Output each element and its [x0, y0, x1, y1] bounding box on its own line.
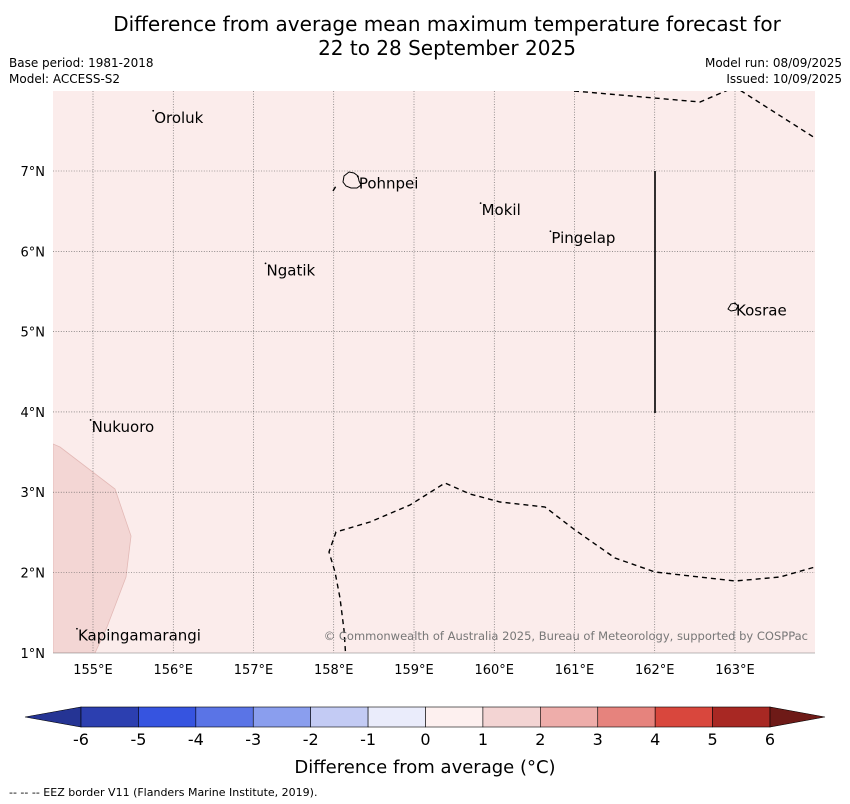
base-period: Base period: 1981-2018: [9, 56, 154, 70]
eez-border-pohnpei-tick: [332, 185, 337, 192]
model-run: Model run: 08/09/2025: [704, 56, 842, 70]
eez-borders: [328, 91, 815, 653]
colorbar-high-extension: [769, 706, 826, 728]
place-label[interactable]: Nukuoro: [92, 418, 155, 436]
lon-tick-label: 156°E: [153, 663, 193, 678]
lat-tick-label: 5°N: [21, 326, 46, 341]
lon-tick-label: 159°E: [394, 663, 434, 678]
lat-tick-label: 3°N: [21, 486, 46, 501]
place-label[interactable]: Kosrae: [736, 302, 787, 320]
colorbar-segment: [80, 706, 139, 728]
place-marker: [264, 262, 267, 265]
colorbar-tick-label: 2: [535, 730, 545, 749]
copyright-text: © Commonwealth of Australia 2025, Bureau…: [324, 629, 808, 643]
title-line-1: Difference from average mean maximum tem…: [113, 12, 781, 36]
colorbar-segment: [252, 706, 311, 728]
colorbar-segment: [310, 706, 369, 728]
lon-tick-label: 158°E: [314, 663, 354, 678]
eez-legend-note: -- -- -- EEZ border V11 (Flanders Marine…: [9, 786, 318, 799]
map-area[interactable]: [53, 91, 815, 653]
colorbar-tick-label: 4: [650, 730, 660, 749]
place-label[interactable]: Ngatik: [267, 261, 316, 279]
lon-tick-label: 155°E: [73, 663, 113, 678]
pohnpei-island: [342, 171, 362, 189]
place-marker: [89, 419, 92, 421]
colorbar-tick-label: 1: [478, 730, 488, 749]
colorbar-tick-label: -4: [188, 730, 204, 749]
lon-tick-label: 161°E: [555, 663, 595, 678]
colorbar: -6 -5 -4 -3 -2 -1 0 1 2 3 4 5 6: [24, 706, 826, 749]
model-name: Model: ACCESS-S2: [9, 72, 121, 86]
place-marker: [152, 109, 155, 112]
place-labels: Oroluk Pohnpei Mokil Pingelap Ngatik Kosrae Nu…: [76, 109, 787, 645]
place-label[interactable]: Kapingamarangi: [78, 627, 201, 645]
colorbar-segment: [712, 706, 771, 728]
issued-date: Issued: 10/09/2025: [726, 72, 842, 86]
colorbar-tick-label: -1: [360, 730, 376, 749]
colorbar-tick-label: 5: [707, 730, 717, 749]
colorbar-tick-label: 3: [593, 730, 603, 749]
colorbar-segment: [138, 706, 197, 728]
place-label[interactable]: Oroluk: [154, 109, 203, 127]
lat-tick-label: 1°N: [21, 647, 46, 662]
lon-tick-label: 160°E: [474, 663, 514, 678]
lat-tick-label: 7°N: [21, 165, 46, 180]
colorbar-segment: [367, 706, 426, 728]
colorbar-segment: [425, 706, 484, 728]
colorbar-tick-label: 0: [420, 730, 430, 749]
place-label[interactable]: Pohnpei: [359, 175, 419, 193]
anomaly-patch: [53, 443, 132, 653]
model-info: Base period: 1981-2018 Model: ACCESS-S2: [9, 55, 154, 87]
colorbar-tick-label: -2: [303, 730, 319, 749]
place-label[interactable]: Mokil: [482, 201, 521, 219]
colorbar-segment: [597, 706, 656, 728]
colorbar-segment: [482, 706, 541, 728]
colorbar-title: Difference from average (°C): [294, 757, 556, 778]
place-label[interactable]: Pingelap: [551, 229, 615, 247]
lon-tick-label: 162°E: [635, 663, 675, 678]
run-info: Model run: 08/09/2025 Issued: 10/09/2025: [705, 55, 842, 87]
place-marker: [734, 302, 736, 305]
graticule: [53, 91, 815, 654]
colorbar-low-extension: [24, 706, 82, 728]
place-marker: [549, 230, 552, 233]
axis-ticks: 155°E 156°E 157°E 158°E 159°E 160°E 161°E 162°E…: [21, 165, 755, 678]
colorbar-segment: [540, 706, 599, 728]
kosrae-island: [727, 302, 739, 312]
colorbar-tick-label: -5: [130, 730, 146, 749]
colorbar-tick-label: 6: [765, 730, 775, 749]
colorbar-segment: [654, 706, 713, 728]
title-line-2: 22 to 28 September 2025: [318, 36, 576, 60]
lat-tick-label: 2°N: [21, 567, 46, 582]
place-marker: [76, 627, 78, 630]
map-title: Difference from average mean maximum tem…: [0, 12, 850, 60]
lon-tick-label: 157°E: [234, 663, 274, 678]
place-marker: [356, 175, 359, 178]
lat-tick-label: 4°N: [21, 406, 46, 421]
lon-tick-label: 163°E: [715, 663, 755, 678]
place-marker: [479, 202, 482, 205]
lat-tick-label: 6°N: [21, 245, 46, 260]
colorbar-tick-label: -3: [245, 730, 261, 749]
colorbar-tick-label: -6: [73, 730, 89, 749]
colorbar-segment: [195, 706, 254, 728]
eez-border-south: [328, 482, 815, 653]
eez-border-north: [573, 91, 815, 139]
